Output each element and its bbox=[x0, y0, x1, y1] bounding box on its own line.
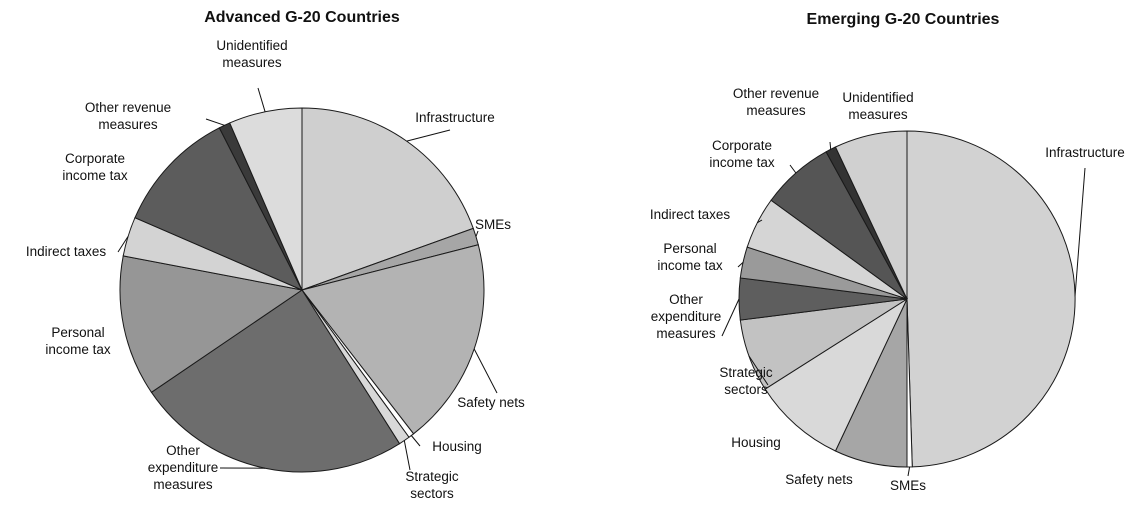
pie-slice-unidentified-measures bbox=[229, 107, 303, 291]
leader-line bbox=[1074, 167, 1086, 297]
leader-line bbox=[117, 236, 129, 253]
slice-label-other-revenue-measures: Other revenue measures bbox=[85, 100, 171, 132]
pie-chart-emerging: Emerging G-20 Countries Infrastructure SM… bbox=[650, 11, 1125, 493]
slice-label-smes: SMEs bbox=[890, 478, 926, 493]
slice-label-indirect-taxes: Indirect taxes bbox=[26, 244, 107, 259]
slice-label-safety-nets: Safety nets bbox=[457, 395, 525, 410]
pie-slice-housing bbox=[764, 297, 909, 452]
slice-label-other-expenditure-measures: Other expenditure measures bbox=[148, 443, 219, 492]
slice-label-housing: Housing bbox=[731, 435, 781, 450]
leader-line bbox=[257, 87, 266, 112]
chart-title: Emerging G-20 Countries bbox=[807, 11, 1000, 28]
leader-line bbox=[789, 164, 797, 174]
leader-line bbox=[473, 348, 498, 394]
slice-labels: Infrastructure SMEs Safety nets Housing Stra… bbox=[26, 38, 525, 501]
leader-line bbox=[721, 298, 740, 337]
leader-lines bbox=[117, 87, 498, 471]
pie-chart-advanced: Advanced G-20 Countries Infrastructure SM… bbox=[26, 9, 525, 501]
leader-line bbox=[737, 262, 744, 268]
leader-line bbox=[410, 435, 421, 447]
leader-lines bbox=[721, 141, 1086, 477]
slice-label-personal-income-tax: Personal income tax bbox=[657, 241, 723, 273]
leader-line bbox=[757, 219, 763, 224]
slice-label-personal-income-tax: Personal income tax bbox=[45, 325, 111, 357]
pie-slice-other-expenditure-measures bbox=[150, 289, 401, 473]
slice-label-other-revenue-measures: Other revenue measures bbox=[733, 86, 819, 118]
pie-slices bbox=[119, 107, 485, 473]
slice-label-housing: Housing bbox=[432, 439, 482, 454]
slice-label-indirect-taxes: Indirect taxes bbox=[650, 207, 731, 222]
slice-label-safety-nets: Safety nets bbox=[785, 472, 853, 487]
slice-label-infrastructure: Infrastructure bbox=[1045, 145, 1125, 160]
pie-slice-corporate-income-tax bbox=[134, 127, 304, 292]
slice-label-corporate-income-tax: Corporate income tax bbox=[62, 151, 128, 183]
slice-label-smes: SMEs bbox=[475, 217, 511, 232]
leader-line bbox=[475, 230, 479, 237]
pie-slice-safety-nets bbox=[301, 244, 485, 435]
leader-line bbox=[403, 440, 411, 471]
slice-label-strategic-sectors: Strategic sectors bbox=[719, 365, 773, 397]
leader-line bbox=[829, 141, 832, 150]
slice-label-strategic-sectors: Strategic sectors bbox=[405, 469, 459, 501]
pie-slice-infrastructure bbox=[301, 107, 474, 291]
leader-line bbox=[907, 466, 911, 477]
slice-label-unidentified-measures: Unidentified measures bbox=[216, 38, 287, 70]
slice-label-other-expenditure-measures: Other expenditure measures bbox=[651, 292, 722, 341]
pie-slice-infrastructure bbox=[906, 130, 1076, 468]
pie-slice-personal-income-tax bbox=[119, 255, 304, 393]
pie-slices bbox=[738, 130, 1076, 468]
pie-slice-unidentified-measures bbox=[834, 130, 908, 300]
chart-title: Advanced G-20 Countries bbox=[204, 9, 400, 26]
slice-label-unidentified-measures: Unidentified measures bbox=[842, 90, 913, 122]
slice-labels: Infrastructure SMEs Safety nets Housing Stra… bbox=[650, 86, 1125, 493]
leader-line bbox=[205, 118, 225, 126]
leader-line bbox=[406, 129, 451, 142]
slice-label-corporate-income-tax: Corporate income tax bbox=[709, 138, 775, 170]
leader-line bbox=[748, 355, 769, 386]
slice-label-infrastructure: Infrastructure bbox=[415, 110, 495, 125]
